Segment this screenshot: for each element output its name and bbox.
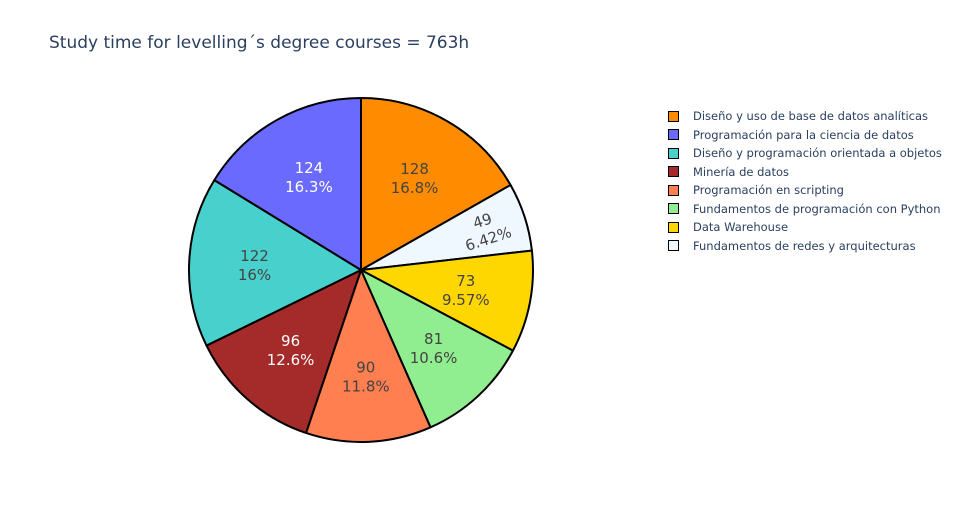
slice-value-label: 96 [281, 332, 300, 350]
legend: Diseño y uso de base de datos analíticas… [668, 107, 942, 255]
slice-value-label: 128 [400, 160, 429, 178]
legend-swatch [668, 129, 679, 141]
slice-value-label: 73 [456, 272, 475, 290]
legend-swatch [668, 203, 679, 215]
pie-slice[interactable] [360, 249, 534, 352]
pie-slice[interactable] [213, 97, 362, 271]
pie-slice[interactable] [360, 97, 512, 271]
slice-percent-label: 11.8% [342, 378, 390, 396]
slice-percent-label: 10.6% [410, 349, 458, 367]
legend-label: Programación para la ciencia de datos [693, 127, 914, 142]
legend-swatch [668, 166, 679, 178]
slice-value-label: 122 [240, 247, 269, 265]
legend-label: Diseño y programación orientada a objeto… [693, 146, 942, 161]
slice-percent-label: 9.57% [442, 291, 490, 309]
legend-item[interactable]: Fundamentos de programación con Python [668, 200, 942, 219]
slice-percent-label: 16% [238, 266, 271, 284]
legend-label: Diseño y uso de base de datos analíticas [693, 109, 929, 124]
legend-item[interactable]: Minería de datos [668, 163, 942, 182]
pie-slice[interactable] [305, 269, 432, 443]
legend-item[interactable]: Fundamentos de redes y arquitecturas [668, 237, 942, 256]
slice-value-label: 90 [356, 359, 375, 377]
legend-item[interactable]: Diseño y programación orientada a objeto… [668, 144, 942, 163]
legend-item[interactable]: Programación en scripting [668, 181, 942, 200]
legend-item[interactable]: Data Warehouse [668, 218, 942, 237]
slice-percent-label: 16.3% [285, 178, 333, 196]
pie-slice[interactable] [188, 179, 362, 347]
legend-label: Fundamentos de programación con Python [693, 201, 941, 216]
slice-value-label: 81 [424, 330, 443, 348]
legend-item[interactable]: Diseño y uso de base de datos analíticas [668, 107, 942, 126]
legend-swatch [668, 147, 679, 159]
chart-title: Study time for levelling´s degree course… [49, 33, 470, 53]
legend-swatch [668, 240, 679, 252]
legend-swatch [668, 110, 679, 122]
legend-label: Data Warehouse [693, 220, 789, 235]
slice-value-label: 49 [471, 209, 495, 232]
legend-label: Programación en scripting [693, 183, 844, 198]
legend-swatch [668, 221, 679, 233]
pie-slice[interactable] [360, 269, 514, 429]
legend-label: Minería de datos [693, 164, 790, 179]
slice-value-label: 124 [295, 159, 324, 177]
legend-swatch [668, 184, 679, 196]
slice-label: 739.57% [442, 272, 490, 309]
legend-item[interactable]: Programación para la ciencia de datos [668, 126, 942, 145]
legend-label: Fundamentos de redes y arquitecturas [693, 238, 916, 253]
pie-slice[interactable] [205, 269, 362, 434]
slice-percent-label: 16.8% [391, 179, 439, 197]
slice-percent-label: 12.6% [267, 351, 315, 369]
